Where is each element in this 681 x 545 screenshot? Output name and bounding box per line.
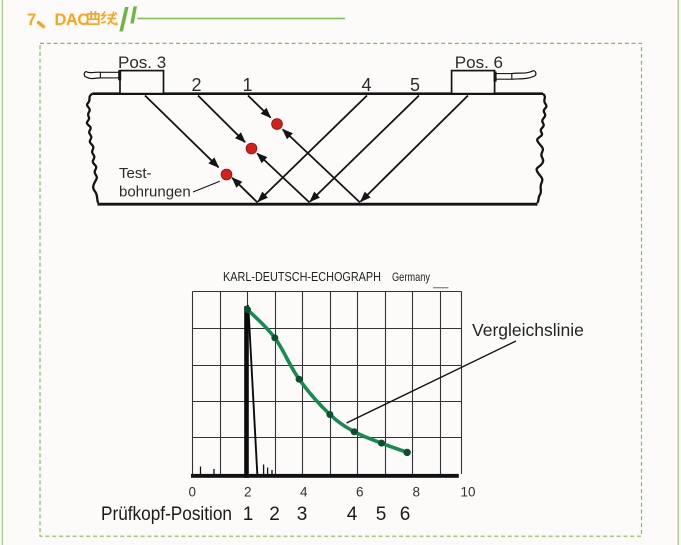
- svg-text:KARL-DEUTSCH-ECHOGRAPH: KARL-DEUTSCH-ECHOGRAPH: [223, 270, 381, 284]
- svg-text:8: 8: [413, 485, 421, 500]
- svg-text:Prüfkopf-Position: Prüfkopf-Position: [101, 504, 232, 525]
- svg-text:5: 5: [376, 504, 387, 525]
- svg-text:1: 1: [242, 75, 252, 95]
- svg-text:2: 2: [191, 75, 201, 95]
- svg-text:2: 2: [269, 504, 280, 525]
- svg-text:4: 4: [347, 504, 358, 525]
- svg-text:4: 4: [300, 485, 308, 500]
- svg-text:Pos. 3: Pos. 3: [118, 53, 166, 72]
- svg-text:6: 6: [400, 504, 411, 525]
- svg-text:0: 0: [189, 485, 197, 500]
- svg-text:Vergleichslinie: Vergleichslinie: [472, 320, 584, 340]
- svg-text:7: 7: [27, 11, 36, 29]
- svg-text:3: 3: [297, 504, 308, 525]
- svg-text:Germany: Germany: [392, 270, 430, 284]
- svg-text:5: 5: [410, 75, 420, 95]
- svg-text:10: 10: [460, 485, 475, 500]
- svg-text:bohrungen: bohrungen: [119, 184, 191, 201]
- svg-text:DAC: DAC: [55, 11, 90, 29]
- svg-text:6: 6: [356, 485, 364, 500]
- svg-text:Test-: Test-: [119, 165, 152, 182]
- svg-text:4: 4: [361, 75, 371, 95]
- svg-text:Pos. 6: Pos. 6: [455, 53, 503, 72]
- svg-text:2: 2: [244, 485, 252, 500]
- svg-text:1: 1: [243, 504, 254, 525]
